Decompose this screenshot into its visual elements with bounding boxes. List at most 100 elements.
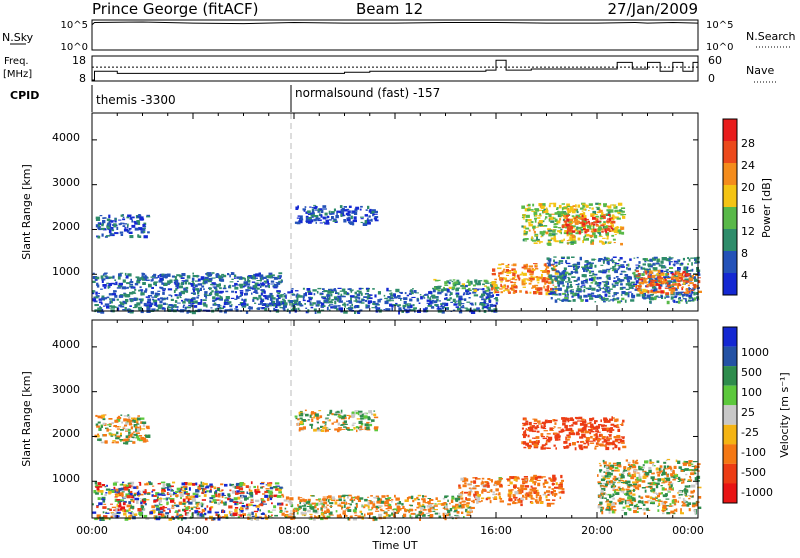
heatmap-cell (595, 214, 598, 215)
heatmap-cell (97, 236, 100, 239)
heatmap-cell (612, 299, 614, 302)
heatmap-cell (613, 257, 617, 259)
heatmap-cell (252, 282, 255, 283)
heatmap-cell (341, 410, 343, 413)
heatmap-cell (315, 210, 319, 211)
heatmap-cell (325, 424, 327, 425)
heatmap-cell (529, 283, 532, 285)
heatmap-cell (234, 308, 237, 309)
heatmap-cell (548, 240, 552, 241)
heatmap-cell (189, 510, 191, 511)
heatmap-cell (574, 209, 578, 211)
heatmap-cell (142, 282, 146, 285)
heatmap-cell (384, 298, 388, 299)
heatmap-cell (322, 205, 326, 208)
heatmap-cell (612, 216, 616, 217)
heatmap-cell (368, 215, 370, 217)
heatmap-cell (527, 219, 532, 221)
heatmap-cell (117, 417, 121, 419)
heatmap-cell (498, 494, 501, 496)
heatmap-cell (592, 217, 596, 220)
heatmap-cell (638, 273, 641, 275)
heatmap-cell (128, 429, 131, 431)
heatmap-cell (139, 435, 142, 437)
heatmap-cell (210, 292, 212, 295)
heatmap-cell (185, 298, 188, 300)
heatmap-cell (670, 291, 673, 294)
heatmap-cell (473, 486, 475, 488)
freq-left-tick-top: 18 (72, 54, 86, 67)
heatmap-cell (361, 218, 364, 219)
heatmap-cell (434, 297, 438, 298)
heatmap-cell (397, 295, 401, 298)
heatmap-cell (376, 508, 378, 510)
heatmap-cell (622, 420, 624, 423)
heatmap-cell (300, 418, 303, 420)
heatmap-cell (399, 292, 403, 293)
heatmap-cell (349, 221, 353, 224)
heatmap-cell (614, 230, 618, 233)
heatmap-cell (371, 211, 374, 214)
heatmap-cell (236, 276, 239, 279)
heatmap-cell (118, 220, 121, 221)
heatmap-cell (431, 509, 433, 510)
heatmap-cell (115, 493, 118, 495)
heatmap-cell (178, 283, 180, 285)
heatmap-cell (355, 296, 357, 298)
heatmap-cell (476, 308, 479, 310)
heatmap-cell (254, 489, 256, 492)
heatmap-cell (561, 232, 563, 234)
heatmap-cell (182, 280, 186, 281)
heatmap-cell (582, 215, 584, 217)
heatmap-cell (442, 303, 446, 305)
heatmap-cell (490, 304, 493, 307)
heatmap-cell (678, 300, 681, 303)
heatmap-cell (128, 516, 130, 518)
heatmap-cell (684, 266, 687, 269)
heatmap-cell (428, 291, 432, 294)
heatmap-cell (650, 282, 654, 283)
heatmap-cell (158, 513, 162, 515)
heatmap-cell (322, 498, 326, 501)
heatmap-cell (660, 273, 664, 275)
heatmap-cell (285, 296, 287, 299)
heatmap-cell (253, 285, 257, 288)
heatmap-cell (396, 304, 399, 305)
heatmap-cell (391, 499, 393, 500)
heatmap-cell (458, 298, 462, 300)
heatmap-cell (307, 210, 311, 213)
heatmap-cell (525, 421, 528, 423)
heatmap-cell (590, 436, 593, 439)
heatmap-cell (312, 302, 316, 304)
heatmap-cell (547, 272, 550, 274)
heatmap-cell (374, 294, 376, 297)
heatmap-cell (689, 259, 691, 262)
heatmap-cell (352, 424, 355, 426)
heatmap-cell (566, 215, 570, 216)
heatmap-cell (636, 274, 639, 275)
heatmap-cell (351, 497, 353, 500)
heatmap-cell (615, 282, 619, 285)
heatmap-cell (101, 303, 103, 305)
heatmap-cell (266, 488, 270, 489)
heatmap-cell (522, 281, 524, 284)
heatmap-cell (179, 292, 182, 294)
heatmap-cell (315, 413, 319, 416)
heatmap-cell (430, 514, 434, 517)
heatmap-cell (234, 277, 236, 279)
heatmap-cell (197, 291, 199, 294)
heatmap-cell (330, 410, 333, 413)
heatmap-cell (321, 513, 323, 516)
heatmap-cell (240, 482, 244, 485)
heatmap-cell (643, 279, 646, 282)
heatmap-cell (109, 426, 111, 427)
heatmap-cell (297, 504, 299, 507)
heatmap-cell (338, 498, 342, 501)
heatmap-cell (283, 307, 286, 309)
heatmap-cell (644, 261, 646, 263)
heatmap-cell (136, 222, 138, 223)
heatmap-cell (108, 418, 112, 420)
heatmap-cell (237, 497, 240, 500)
heatmap-cell (273, 304, 276, 306)
heatmap-cell (572, 419, 575, 420)
